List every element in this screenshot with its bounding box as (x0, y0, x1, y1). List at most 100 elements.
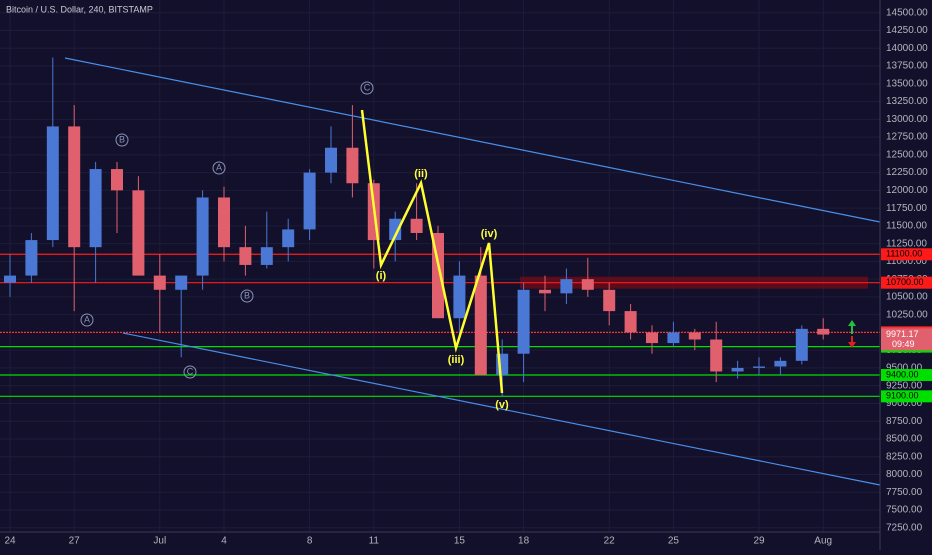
candle-body (46, 126, 59, 241)
candle-body (688, 332, 701, 340)
x-tick-label: 22 (604, 536, 616, 547)
level-tag (881, 390, 932, 403)
candle-body (260, 247, 273, 265)
y-tick-label: 12250.00 (886, 167, 928, 178)
y-tick-label: 11250.00 (886, 238, 927, 249)
candle-body (624, 311, 637, 333)
last-price-tag (881, 328, 932, 351)
circle (212, 161, 226, 175)
x-tick-label: 15 (454, 536, 466, 547)
candle-body (539, 289, 551, 294)
candle-body (132, 190, 145, 276)
candle-body (346, 147, 359, 184)
annotation: B (244, 290, 250, 300)
wave-label: (iii) (448, 354, 465, 366)
candle-body (646, 332, 658, 344)
candles (4, 57, 830, 397)
candle-body (581, 279, 594, 290)
candle-body (4, 275, 16, 283)
candle-body (410, 218, 423, 233)
candle-body (325, 147, 337, 173)
circle (115, 133, 129, 147)
last-price-label: 9971.17 (886, 329, 919, 339)
candle-body (175, 275, 188, 290)
candle-body (817, 328, 830, 335)
candle-body (710, 339, 723, 372)
annotation: C (364, 82, 371, 92)
y-tick-label: 7250.00 (886, 522, 923, 533)
y-tick-label: 12000.00 (886, 185, 928, 196)
y-axis-bg (880, 0, 932, 550)
y-tick-label: 14250.00 (886, 25, 928, 36)
y-tick-label: 7500.00 (886, 505, 923, 516)
level-label: 9100.00 (886, 391, 919, 401)
x-tick-label: 8 (307, 536, 313, 547)
y-tick-label: 13750.00 (886, 61, 928, 72)
x-tick-label: 24 (4, 536, 16, 547)
wave-label: (v) (495, 399, 509, 411)
circle (360, 81, 374, 95)
y-tick-label: 8250.00 (886, 451, 923, 462)
candle-body (667, 332, 680, 344)
circle (240, 289, 254, 303)
x-tick-label: 18 (518, 536, 530, 547)
wave-label: (i) (376, 270, 387, 282)
annotation: A (84, 314, 90, 324)
x-tick-label: 27 (69, 536, 81, 547)
y-tick-label: 14500.00 (886, 7, 928, 18)
y-tick-label: 13250.00 (886, 96, 928, 107)
y-tick-label: 8000.00 (886, 469, 923, 480)
wave-labels: A B A B C C (i) (ii) (iii) (iv) (v) (80, 81, 509, 411)
countdown: 09:49 (892, 339, 915, 349)
annotation: B (119, 134, 125, 144)
y-tick-label: 11500.00 (886, 221, 927, 232)
candle-body (111, 169, 123, 191)
candle-body (474, 275, 487, 376)
candle-body (389, 218, 402, 241)
candle-body (303, 172, 316, 230)
candle-body (795, 328, 808, 361)
candle-body (603, 289, 616, 312)
level-label: 10700.00 (886, 277, 924, 287)
y-tick-label: 9000.00 (886, 398, 923, 409)
y-tick-label: 12750.00 (886, 132, 928, 143)
y-tick-label: 13000.00 (886, 114, 928, 125)
y-tick-label: 10250.00 (886, 309, 928, 320)
y-tick-label: 8750.00 (886, 416, 923, 427)
y-tick-label: 8500.00 (886, 434, 923, 445)
y-tick-label: 12500.00 (886, 149, 928, 160)
trendline (64, 57, 881, 223)
y-tick-label: 14000.00 (886, 43, 928, 54)
annotation: C (187, 366, 194, 376)
x-tick-label: 25 (668, 536, 680, 547)
y-tick-label: 7750.00 (886, 487, 923, 498)
candle-body (153, 275, 166, 290)
arrows (848, 320, 856, 348)
annotation: A (216, 162, 222, 172)
down-arrow-head (848, 342, 856, 348)
candle-body (68, 126, 81, 248)
wave-label: (iv) (481, 228, 498, 240)
x-tick-label: 11 (369, 536, 380, 547)
up-arrow-head (848, 320, 856, 326)
circle (80, 313, 94, 327)
candle-body (731, 367, 744, 372)
candle-body (774, 360, 787, 367)
y-tick-label: 9500.00 (886, 363, 923, 374)
chart-title: Bitcoin / U.S. Dollar, 240, BITSTAMP (6, 4, 153, 14)
level-tag (881, 276, 932, 289)
level-tag (881, 369, 932, 382)
wave-path (360, 109, 504, 394)
y-tick-label: 11000.00 (886, 256, 927, 267)
candle-body (753, 366, 765, 368)
candle-body (218, 197, 230, 248)
candle-body (282, 229, 295, 248)
x-tick-label: Aug (814, 536, 832, 547)
circle (183, 365, 197, 379)
axis: 7250.00 7500.00 7750.00 8000.00 8250.00 8500.… (4, 7, 932, 547)
y-tick-label: 11750.00 (886, 203, 927, 214)
y-tick-label: 10500.00 (886, 292, 928, 303)
y-tick-label: 9250.00 (886, 380, 923, 391)
